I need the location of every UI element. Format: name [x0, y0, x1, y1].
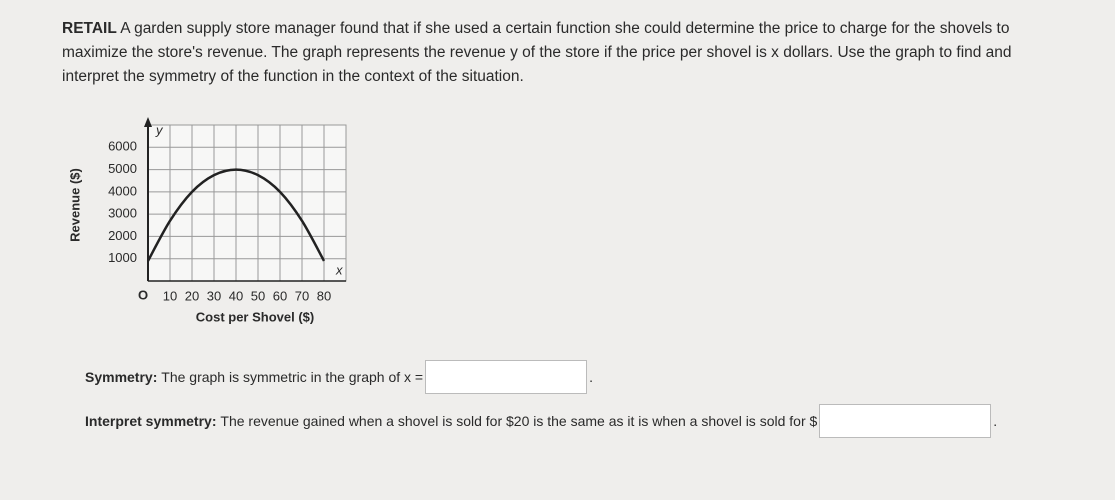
interpret-text: The revenue gained when a shovel is sold… — [220, 413, 818, 429]
x-axis-title: Cost per Shovel ($) — [196, 309, 314, 324]
symmetry-label: Symmetry: — [85, 369, 158, 385]
problem-label: RETAIL — [62, 20, 117, 37]
problem-line: RETAIL A garden supply store manager fou… — [62, 20, 1010, 38]
period: . — [993, 413, 998, 429]
x-tick-label: 80 — [317, 288, 331, 303]
x-tick-label: 40 — [229, 288, 243, 303]
plot-area — [147, 124, 347, 282]
y-tick-label: 5000 — [108, 161, 137, 176]
symmetry-text: The graph is symmetric in the graph of x… — [161, 369, 424, 385]
x-tick-label: 20 — [185, 288, 199, 303]
curve — [146, 168, 326, 262]
y-tick-label: 1000 — [108, 250, 137, 265]
y-tick-label: 4000 — [108, 183, 137, 198]
y-tick-label: 6000 — [108, 139, 137, 154]
problem-line: interpret the symmetry of the function i… — [62, 68, 524, 85]
problem-text: A garden supply store manager found that… — [120, 20, 1010, 37]
origin-label: O — [138, 287, 148, 302]
problem-line: maximize the store's revenue. The graph … — [62, 44, 1012, 61]
x-tick-label: 70 — [295, 288, 309, 303]
y-axis-name: y — [155, 122, 164, 137]
answer-box[interactable] — [819, 404, 992, 438]
y-tick-label: 2000 — [108, 228, 137, 243]
period: . — [589, 369, 593, 385]
y-axis-title: Revenue ($) — [67, 168, 82, 242]
x-tick-label: 10 — [163, 288, 177, 303]
symmetry-row: Symmetry: The graph is symmetric in the … — [85, 360, 593, 394]
x-axis-name: x — [335, 262, 343, 277]
chart: 1000 2000 3000 4000 5000 6000 10 20 30 40 50 60 70 80… — [67, 117, 347, 324]
y-tick-label: 3000 — [108, 206, 137, 221]
interpret-label: Interpret symmetry: — [85, 413, 217, 429]
x-tick-label: 30 — [207, 288, 221, 303]
x-tick-label: 60 — [273, 288, 287, 303]
answer-box[interactable] — [425, 360, 588, 394]
interpret-row: Interpret symmetry: The revenue gained w… — [85, 404, 997, 438]
axis-arrow — [144, 117, 152, 127]
x-tick-label: 50 — [251, 288, 265, 303]
